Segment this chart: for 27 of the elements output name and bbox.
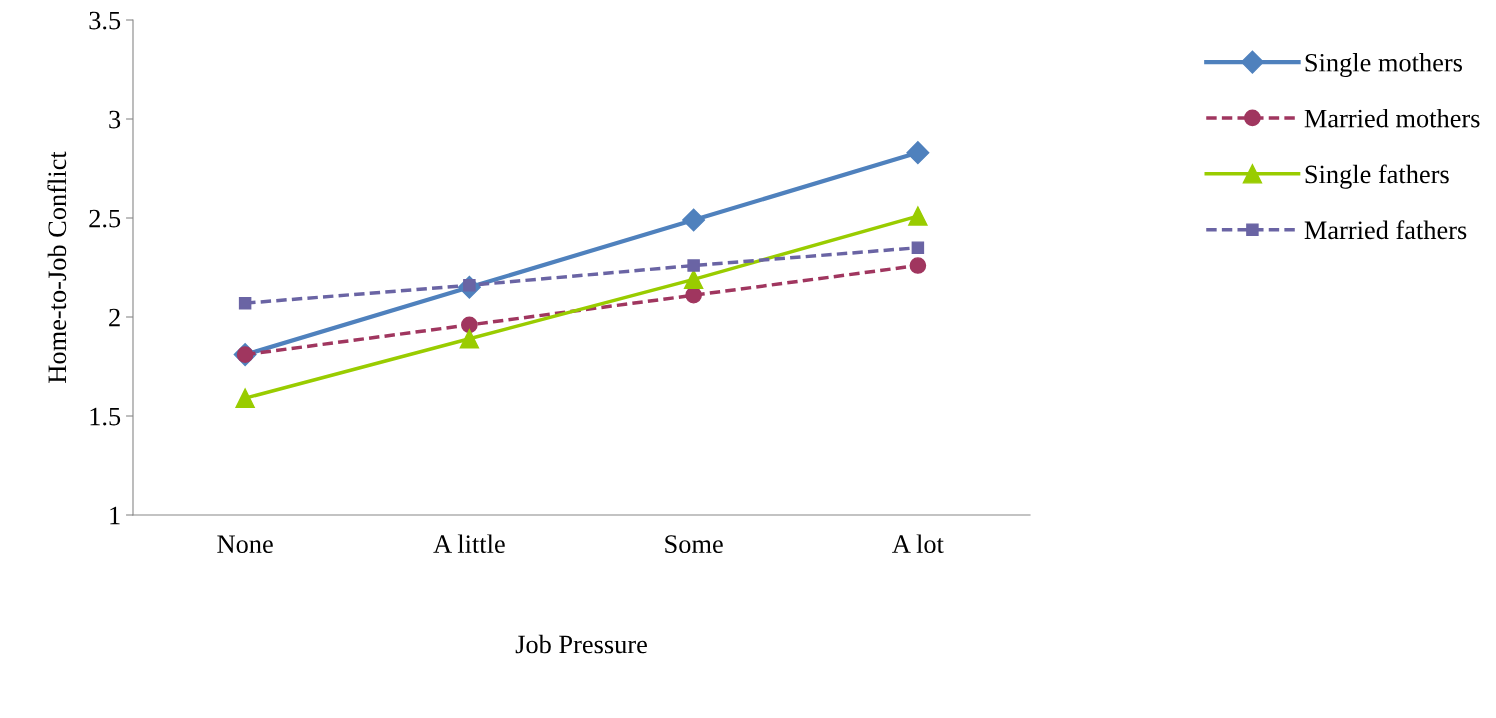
point <box>687 259 700 272</box>
point <box>908 206 928 226</box>
y-tick-label: 1 <box>110 506 120 525</box>
x-tick-label: None <box>217 535 273 554</box>
point <box>235 388 255 408</box>
legend-label: Single fathers <box>1305 164 1449 189</box>
y-tick-label: 3 <box>109 110 121 129</box>
legend-label: Married mothers <box>1304 108 1480 128</box>
point <box>461 316 478 334</box>
x-axis-title: Job Pressure <box>515 634 647 654</box>
point <box>459 329 480 349</box>
point <box>238 296 252 310</box>
x-tick-label: A little <box>433 534 505 554</box>
point <box>682 208 706 232</box>
legend-label: Single mothers <box>1305 53 1462 78</box>
point <box>911 241 925 254</box>
point <box>683 269 704 290</box>
x-tick-label: Some <box>665 535 723 554</box>
legend-label: Married fathers <box>1304 220 1467 240</box>
y-tick-label: 1.5 <box>90 407 121 426</box>
y-tick-label: 2 <box>109 308 120 327</box>
y-tick-label: 3.5 <box>89 11 121 30</box>
point <box>906 141 930 165</box>
y-axis-title: Home-to-Job Conflict <box>47 151 67 383</box>
y-tick-label: 2.5 <box>89 209 121 228</box>
point <box>909 257 927 274</box>
x-tick-label: A lot <box>892 534 944 554</box>
